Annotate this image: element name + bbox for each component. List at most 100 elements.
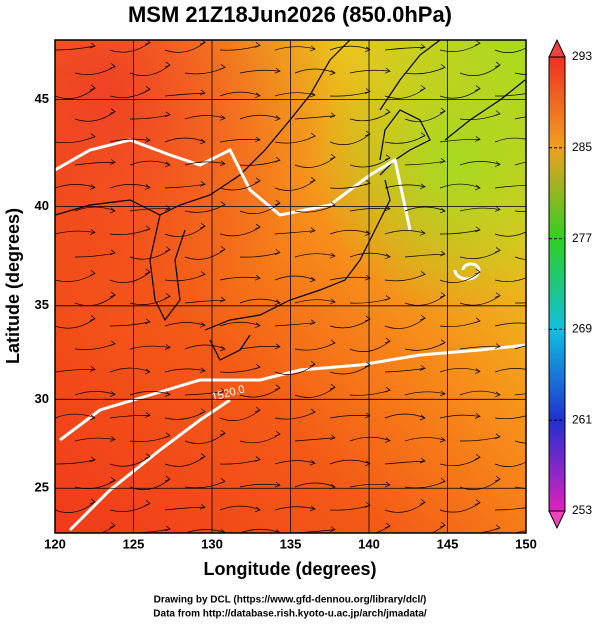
streamline	[459, 436, 501, 442]
streamline-arrow	[199, 89, 206, 96]
x-tick-label: 140	[358, 536, 380, 551]
streamline	[329, 459, 371, 465]
streamline	[74, 391, 116, 396]
streamline	[329, 364, 371, 375]
streamline-arrow	[164, 61, 171, 68]
streamline-arrow	[439, 521, 446, 528]
streamline-arrow	[219, 64, 226, 70]
streamline-arrow	[329, 434, 336, 441]
streamline-arrow	[474, 40, 481, 46]
streamline-arrow	[254, 177, 261, 184]
streamline-arrow	[274, 115, 281, 122]
streamline	[459, 390, 501, 396]
colorbar	[548, 56, 566, 512]
streamline-arrow	[254, 42, 261, 48]
streamline	[404, 160, 446, 166]
streamline-arrow	[494, 206, 501, 212]
streamline-arrow	[474, 499, 481, 505]
streamline	[494, 47, 526, 53]
streamline	[294, 68, 336, 74]
streamline	[109, 88, 151, 98]
y-tick-label: 35	[35, 297, 49, 312]
streamline-arrow	[364, 412, 371, 419]
y-tick-label: 30	[35, 391, 49, 406]
streamline-arrow	[530, 368, 535, 373]
streamline	[349, 157, 391, 168]
streamline	[109, 456, 151, 467]
streamline	[514, 440, 526, 444]
streamline-arrow	[144, 368, 151, 375]
streamline	[274, 230, 316, 235]
streamline	[494, 231, 526, 237]
streamline	[164, 225, 206, 237]
streamline-arrow	[89, 315, 96, 321]
streamline	[514, 393, 526, 396]
streamline	[274, 46, 316, 51]
streamline-arrow	[530, 503, 535, 508]
streamline	[109, 367, 151, 373]
colorbar-tick-label: 253	[572, 503, 592, 517]
streamline-arrow	[274, 384, 281, 391]
streamline-arrow	[89, 42, 96, 49]
streamline-arrow	[274, 299, 281, 306]
streamline-arrow	[274, 249, 281, 255]
streamline	[439, 414, 481, 419]
streamline-arrow	[364, 460, 371, 467]
streamline-arrow	[439, 436, 446, 443]
streamline-arrow	[494, 161, 501, 167]
streamline-arrow	[109, 63, 116, 69]
streamline-arrow	[474, 317, 481, 324]
streamline	[404, 110, 446, 122]
streamline-arrow	[254, 136, 261, 143]
streamline	[349, 208, 391, 212]
streamline	[294, 299, 336, 304]
streamline-arrow	[364, 88, 371, 94]
streamline	[494, 93, 526, 97]
streamline	[459, 295, 501, 306]
streamline	[109, 415, 151, 419]
streamline	[494, 322, 526, 327]
streamline	[74, 437, 116, 442]
streamline	[164, 183, 206, 189]
streamline	[239, 483, 281, 488]
streamline	[184, 115, 226, 120]
streamline	[55, 184, 96, 189]
streamline	[55, 369, 96, 373]
streamline-arrow	[274, 343, 281, 350]
streamline-arrow	[419, 314, 426, 321]
streamline-arrow	[419, 230, 426, 236]
streamline-arrow	[144, 268, 151, 275]
streamline-arrow	[329, 526, 336, 532]
streamline	[494, 368, 526, 373]
streamline	[514, 161, 526, 166]
streamline-arrow	[164, 161, 171, 168]
streamline-arrow	[494, 524, 501, 531]
streamline-arrow	[199, 408, 206, 414]
streamline	[439, 183, 481, 189]
streamline	[109, 321, 151, 327]
streamline-arrow	[329, 69, 336, 76]
streamline	[329, 318, 371, 329]
streamline	[55, 273, 96, 282]
streamline-arrow	[364, 315, 371, 322]
streamline	[55, 501, 96, 513]
streamline	[294, 253, 336, 258]
streamline	[439, 139, 481, 143]
streamline-arrow	[384, 154, 391, 161]
streamline-arrow	[530, 139, 535, 144]
streamline-arrow	[109, 391, 116, 397]
streamline-arrow	[89, 84, 96, 91]
streamline-arrow	[329, 298, 336, 305]
streamline-arrow	[530, 322, 535, 327]
streamline-arrow	[439, 292, 446, 298]
streamline-arrow	[439, 250, 446, 257]
streamline	[384, 413, 426, 419]
streamline-arrow	[219, 114, 226, 121]
streamline	[219, 409, 261, 421]
streamline-arrow	[144, 500, 151, 506]
streamline-arrow	[494, 475, 501, 482]
streamline	[405, 524, 446, 533]
streamline	[109, 271, 151, 283]
streamline-arrow	[89, 133, 96, 139]
streamline-arrow	[89, 414, 96, 421]
